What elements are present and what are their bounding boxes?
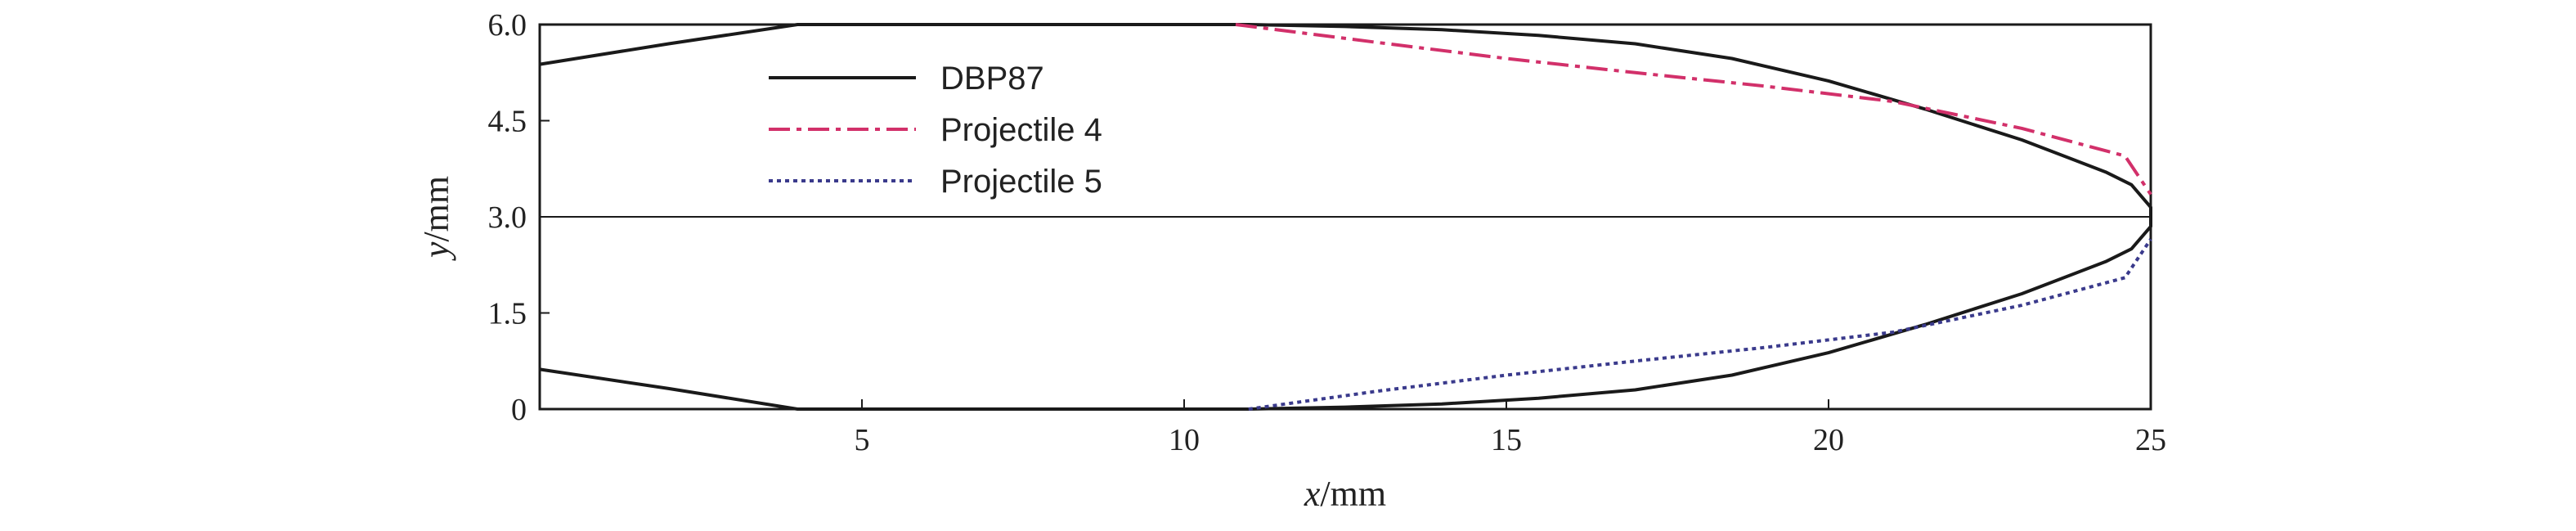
series-layer [539,23,2152,411]
y-tick-label: 1.5 [488,297,527,331]
y-tick-label: 3.0 [488,200,527,235]
y-tick-label: 6.0 [488,8,527,43]
series-line-1-0 [1235,23,2152,196]
series-line-0-1 [539,217,2152,411]
y-tick-label: 0 [511,393,527,427]
x-tick-label: 5 [855,423,870,457]
x-axis-label: x/mm [1304,474,1386,514]
legend-label-2: Projectile 5 [940,164,1102,200]
x-tick-label: 20 [1813,423,1844,457]
y-tick-label: 4.5 [488,105,527,139]
series-line-0-0 [539,23,2152,217]
x-tick-label: 10 [1169,423,1200,457]
legend: DBP87 Projectile 4 Projectile 5 [769,61,1102,200]
x-tick-label: 25 [2135,423,2166,457]
y-axis-label: y/mm [416,176,456,261]
tick-layer: 5 10 15 20 25 0 1.5 3.0 4.5 6.0 [488,8,2167,457]
x-tick-label: 15 [1491,423,1522,457]
legend-label-0: DBP87 [940,61,1044,97]
series-line-2-0 [1248,238,2152,411]
legend-label-1: Projectile 4 [940,112,1102,148]
